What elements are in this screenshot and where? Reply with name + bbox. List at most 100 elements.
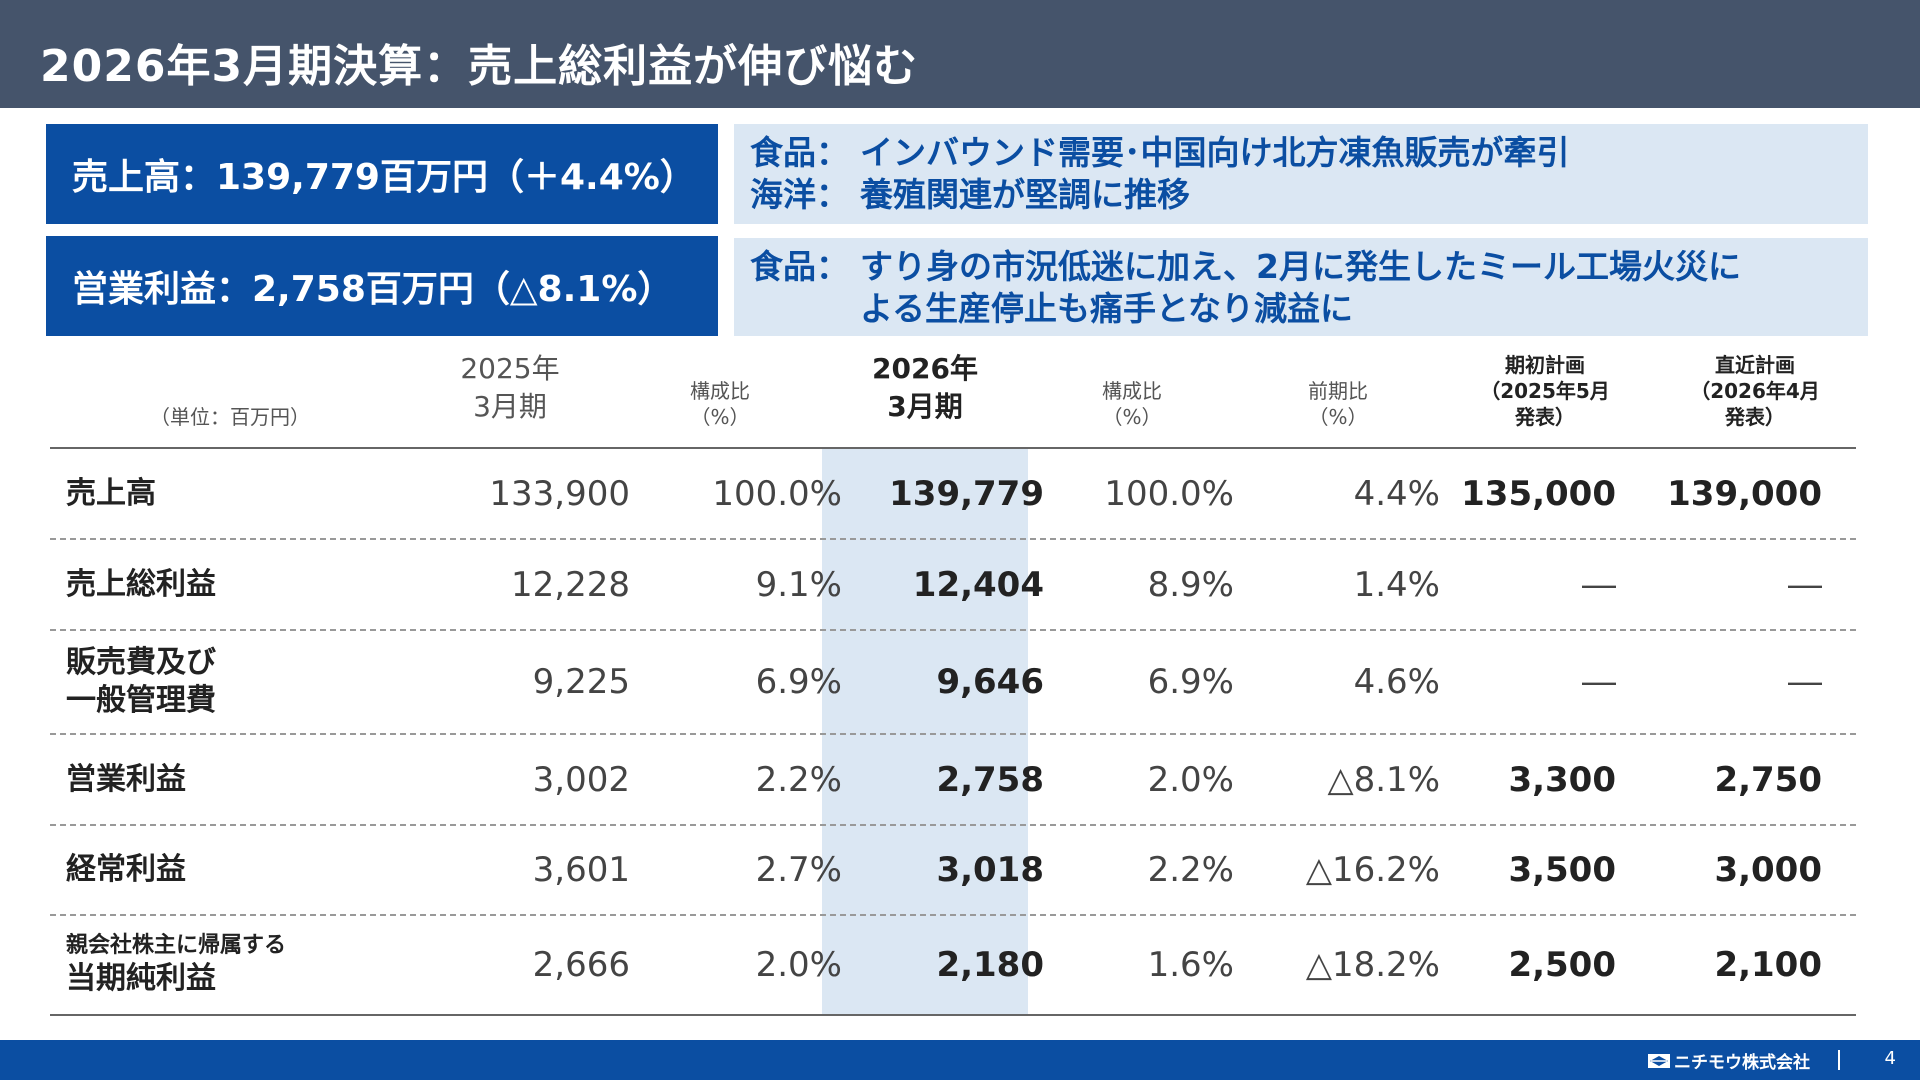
yoy-change: 4.6% — [1353, 662, 1440, 702]
kpi-sales-box: 売上高：139,779百万円（＋4.4%） — [46, 124, 718, 224]
row-divider — [50, 824, 1856, 826]
table-row: 売上総利益 12,228 9.1% 12,404 8.9% 1.4% ― ― — [50, 540, 1856, 629]
current-year-ratio: 2.0% — [1147, 759, 1234, 800]
company-logo-icon — [1648, 1053, 1670, 1068]
row-divider — [50, 538, 1856, 540]
header-prev-ratio: 構成比 （%） — [660, 378, 780, 430]
footer-separator — [1838, 1050, 1840, 1070]
header-line: 3月期 — [887, 390, 963, 423]
header-line: 前期比 — [1308, 379, 1368, 403]
row-divider — [50, 629, 1856, 631]
current-year-ratio: 1.6% — [1147, 945, 1234, 985]
header-line: 構成比 — [1102, 379, 1162, 403]
latest-plan-value: ― — [1788, 662, 1822, 702]
yoy-change: 1.4% — [1353, 564, 1440, 605]
header-line: 3月期 — [473, 390, 547, 423]
row-divider — [50, 914, 1856, 916]
header-latest-plan: 直近計画 （2026年4月 発表） — [1680, 352, 1830, 430]
prev-year-value: 12,228 — [511, 564, 630, 605]
company-name: ニチモウ株式会社 — [1674, 1053, 1810, 1073]
kpi-operating-profit-box: 営業利益：2,758百万円（△8.1%） — [46, 236, 718, 336]
current-year-ratio: 100.0% — [1104, 473, 1234, 514]
title-bar: 2026年3月期決算：売上総利益が伸び悩む — [0, 0, 1920, 108]
prev-year-value: 9,225 — [532, 662, 630, 702]
table-row: 営業利益 3,002 2.2% 2,758 2.0% △8.1% 3,300 2… — [50, 735, 1856, 824]
row-label-line: 当期純利益 — [66, 961, 216, 996]
prev-year-ratio: 2.2% — [755, 759, 842, 800]
header-line: （%） — [1308, 405, 1368, 429]
note-box-sales: 食品： インバウンド需要･中国向け北方凍魚販売が牽引 海洋： 養殖関連が堅調に推… — [734, 124, 1868, 224]
initial-plan-value: ― — [1582, 564, 1616, 605]
note-prefix: 食品： — [750, 247, 849, 286]
note-prefix: 食品： — [750, 133, 849, 172]
page-title: 2026年3月期決算：売上総利益が伸び悩む — [40, 41, 919, 92]
header-line: （%） — [690, 405, 750, 429]
table-row: 親会社株主に帰属する 当期純利益 2,666 2.0% 2,180 1.6% △… — [50, 916, 1856, 1014]
table-row: 販売費及び 一般管理費 9,225 6.9% 9,646 6.9% 4.6% ―… — [50, 631, 1856, 733]
row-label: 売上総利益 — [66, 566, 216, 602]
note-line: 食品： インバウンド需要･中国向け北方凍魚販売が牽引 — [750, 132, 1852, 174]
prev-year-ratio: 2.7% — [755, 850, 842, 890]
header-current-ratio: 構成比 （%） — [1072, 378, 1192, 430]
header-line: 期初計画 — [1505, 353, 1585, 377]
note-text: 養殖関連が堅調に推移 — [860, 175, 1190, 214]
table-top-border — [50, 447, 1856, 449]
latest-plan-value: 2,100 — [1714, 945, 1822, 985]
current-year-ratio: 6.9% — [1147, 662, 1234, 702]
header-prev-year: 2025年 3月期 — [430, 350, 590, 426]
current-year-value: 2,758 — [936, 759, 1044, 800]
note-box-profit: 食品： すり身の市況低迷に加え、2月に発生したミール工場火災に よる生産停止も痛… — [734, 238, 1868, 336]
header-initial-plan: 期初計画 （2025年5月 発表） — [1470, 352, 1620, 430]
current-year-value: 12,404 — [912, 564, 1044, 605]
header-line: （2025年5月 — [1480, 379, 1610, 403]
yoy-change: △18.2% — [1305, 945, 1440, 985]
current-year-value: 139,779 — [889, 473, 1044, 514]
header-line: （2026年4月 — [1690, 379, 1820, 403]
row-label-line: 一般管理費 — [66, 683, 216, 718]
note-text: インバウンド需要･中国向け北方凍魚販売が牽引 — [860, 133, 1570, 172]
note-line: 海洋： 養殖関連が堅調に推移 — [750, 174, 1852, 216]
initial-plan-value: ― — [1582, 662, 1616, 702]
yoy-change: △16.2% — [1305, 850, 1440, 890]
prev-year-value: 133,900 — [489, 473, 630, 514]
initial-plan-value: 2,500 — [1508, 945, 1616, 985]
table-row: 売上高 133,900 100.0% 139,779 100.0% 4.4% 1… — [50, 449, 1856, 538]
unit-label: （単位：百万円） — [150, 405, 310, 429]
latest-plan-value: ― — [1788, 564, 1822, 605]
yoy-change: 4.4% — [1353, 473, 1440, 514]
row-label: 営業利益 — [66, 761, 186, 797]
row-label-line: 販売費及び — [66, 645, 216, 680]
note-text: よる生産停止も痛手となり減益に — [860, 289, 1354, 328]
company-logo: ニチモウ株式会社 — [1648, 1048, 1810, 1073]
row-divider — [50, 733, 1856, 735]
prev-year-ratio: 9.1% — [755, 564, 842, 605]
prev-year-value: 3,002 — [532, 759, 630, 800]
yoy-change: △8.1% — [1327, 759, 1440, 800]
initial-plan-value: 3,300 — [1508, 759, 1616, 800]
current-year-value: 9,646 — [936, 662, 1044, 702]
table-row: 経常利益 3,601 2.7% 3,018 2.2% △16.2% 3,500 … — [50, 826, 1856, 914]
prev-year-value: 3,601 — [532, 850, 630, 890]
header-line: 発表） — [1725, 405, 1785, 429]
table-bottom-border — [50, 1014, 1856, 1016]
page-number: 4 — [1884, 1048, 1896, 1069]
row-label: 販売費及び 一般管理費 — [66, 631, 216, 733]
kpi-sales-text: 売上高：139,779百万円（＋4.4%） — [72, 157, 696, 198]
latest-plan-value: 3,000 — [1714, 850, 1822, 890]
current-year-value: 3,018 — [936, 850, 1044, 890]
note-line: 食品： すり身の市況低迷に加え、2月に発生したミール工場火災に — [750, 246, 1852, 288]
note-text: すり身の市況低迷に加え、2月に発生したミール工場火災に — [860, 247, 1741, 286]
initial-plan-value: 135,000 — [1461, 473, 1616, 514]
current-year-ratio: 8.9% — [1147, 564, 1234, 605]
row-label: 経常利益 — [66, 852, 186, 887]
row-label-stack: 親会社株主に帰属する 当期純利益 — [66, 932, 286, 998]
header-line: 2026年 — [872, 352, 978, 385]
current-year-highlight — [822, 448, 1028, 1014]
row-label-stack: 販売費及び 一般管理費 — [66, 644, 216, 720]
prev-year-ratio: 6.9% — [755, 662, 842, 702]
row-label: 売上高 — [66, 475, 156, 511]
current-year-value: 2,180 — [936, 945, 1044, 985]
header-line: （%） — [1102, 405, 1162, 429]
prev-year-value: 2,666 — [532, 945, 630, 985]
latest-plan-value: 139,000 — [1667, 473, 1822, 514]
